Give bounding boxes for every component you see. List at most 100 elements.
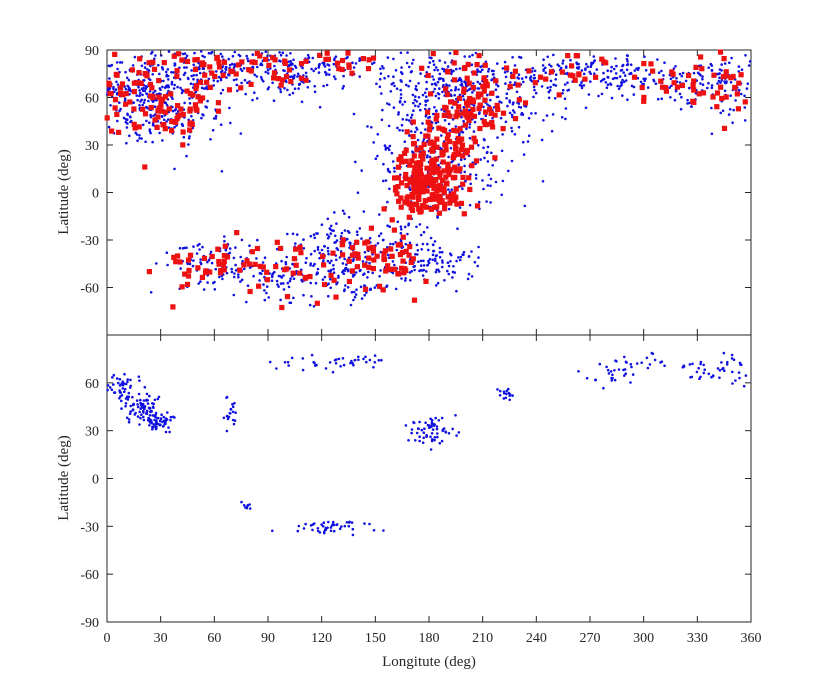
data-point-dot [140,87,144,90]
data-point-dot [164,101,168,105]
data-point-dot [112,87,115,91]
data-point-square [670,71,676,77]
data-point-square [457,126,463,132]
data-point-dot [110,388,114,392]
data-point-square [195,265,201,271]
data-point-dot [734,99,737,102]
data-point-square [674,84,680,90]
data-point-dot [738,376,741,380]
data-point-dot [232,256,236,260]
data-point-dot [312,69,316,73]
data-point-square [290,270,296,276]
data-point-dot [159,419,162,423]
data-point-square [450,175,456,181]
data-point-dot [128,134,131,138]
data-point-dot [301,368,305,372]
data-point-square [354,264,360,270]
data-point-dot [313,361,316,365]
data-point-dot [108,77,111,80]
data-point-square [453,186,459,192]
data-point-square [249,59,255,65]
data-point-dot [286,232,289,236]
data-point-dot [118,109,121,113]
data-point-dot [326,249,330,253]
data-point-dot [327,235,331,238]
data-point-dot [540,85,544,88]
data-point-square [658,78,664,84]
data-point-dot [743,119,747,122]
data-point-square [395,164,401,170]
data-point-dot [723,62,727,65]
data-point-square [402,266,408,272]
data-point-dot [141,123,145,127]
data-point-square [466,118,472,124]
data-point-dot [653,358,657,362]
data-point-square [412,177,419,183]
data-point-square [482,62,488,68]
data-point-dot [486,93,489,97]
data-point-square [365,66,372,72]
data-point-dot [262,283,265,286]
data-point-dot [434,66,438,69]
data-point-dot [546,55,549,59]
data-point-dot [625,57,629,61]
data-point-dot [245,54,248,58]
data-point-dot [189,82,193,85]
data-point-dot [400,277,403,280]
data-point-square [399,159,405,165]
data-point-square [487,106,493,112]
data-point-square [410,134,416,140]
data-point-dot [623,355,626,359]
data-point-dot [288,93,292,97]
data-point-dot [151,140,154,144]
data-point-dot [448,52,452,55]
data-point-square [271,75,277,81]
data-point-dot [438,87,441,90]
data-point-dot [707,66,710,69]
data-point-dot [326,526,329,530]
data-point-dot [219,92,223,95]
data-point-dot [438,59,442,62]
data-point-dot [328,227,332,230]
data-point-dot [621,78,624,82]
data-point-dot [266,72,270,75]
data-point-dot [227,57,231,61]
data-point-dot [404,279,407,282]
data-point-square [199,62,205,68]
data-point-dot [145,412,149,416]
data-point-dot [232,78,236,82]
data-point-square [362,262,368,268]
data-point-dot [309,524,313,527]
data-point-dot [157,422,160,426]
data-point-dot [320,223,324,226]
data-point-dot [471,53,474,57]
data-point-dot [606,368,610,372]
data-point-dot [415,431,419,435]
data-point-dot [720,69,723,72]
data-point-dot [141,103,144,107]
data-point-dot [477,144,480,147]
data-point-dot [610,379,613,382]
data-point-dot [501,67,505,70]
data-point-dot [146,418,150,422]
data-point-dot [461,187,464,190]
data-point-square [473,158,480,164]
data-point-dot [156,397,160,401]
data-point-dot [106,388,109,392]
data-point-dot [477,256,480,259]
data-point-dot [483,156,486,160]
data-point-dot [505,96,508,100]
data-point-dot [129,410,132,413]
data-point-dot [417,105,420,108]
data-point-square [197,79,204,85]
data-point-dot [309,252,313,256]
data-point-square [401,270,407,276]
data-point-dot [292,75,296,79]
data-point-dot [463,170,467,174]
data-point-dot [235,78,238,81]
data-point-dot [686,98,689,102]
data-point-dot [413,98,417,102]
data-point-dot [234,269,238,272]
data-point-dot [173,64,176,67]
data-point-dot [457,163,461,166]
